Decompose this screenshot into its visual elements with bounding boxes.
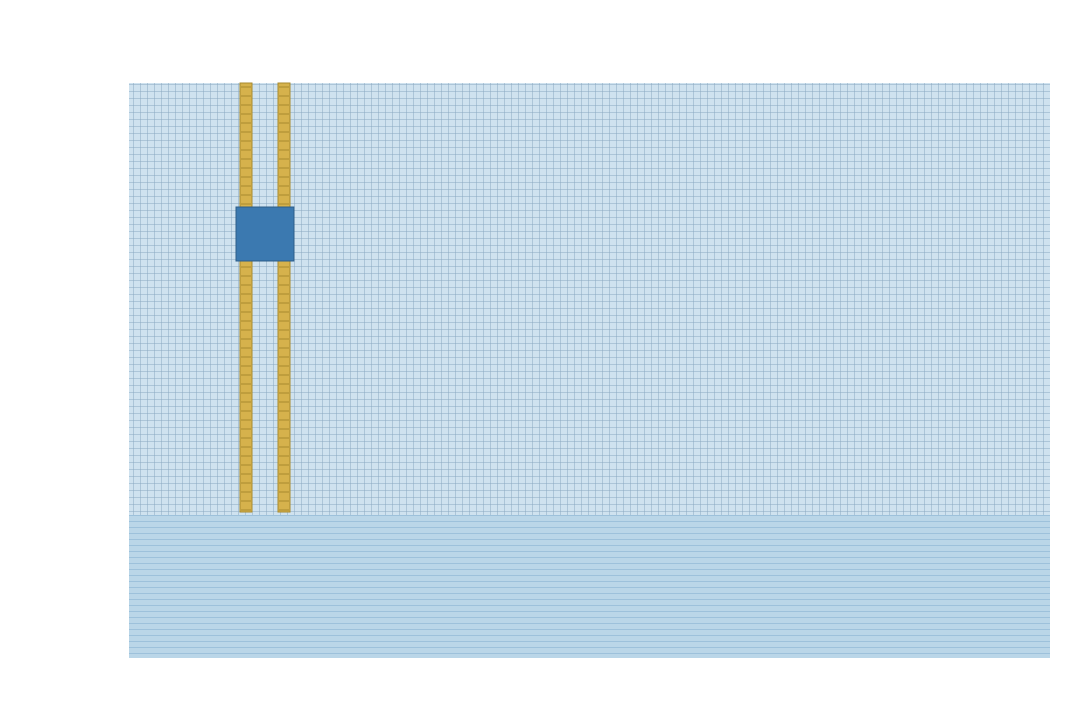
crane-rail bbox=[240, 83, 252, 512]
floor-plan-diagram bbox=[0, 0, 1080, 707]
crane-trolley bbox=[236, 207, 294, 261]
crane-rail bbox=[278, 83, 290, 512]
interior-lower-zone bbox=[129, 515, 1050, 658]
interior-upper-zone bbox=[129, 83, 1050, 515]
